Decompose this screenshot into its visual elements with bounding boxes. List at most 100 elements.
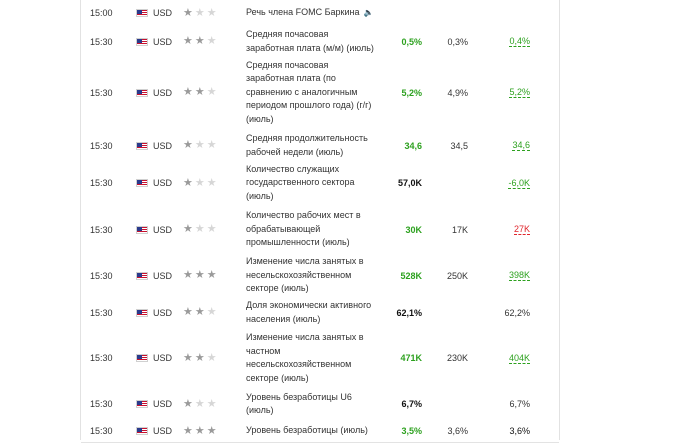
event-name[interactable]: Уровень безработицы (июль) (246, 420, 378, 442)
actual-value: 34,6 (386, 130, 422, 161)
previous-value: 27K (486, 205, 530, 254)
event-name[interactable]: Количество рабочих мест в обрабатывающей… (246, 205, 378, 254)
event-name-text[interactable]: Количество служащих государственного сек… (246, 163, 355, 201)
event-name[interactable]: Средняя почасовая заработная плата (м/м)… (246, 28, 378, 55)
event-name-text[interactable]: Изменение числа занятых в частном несель… (246, 332, 364, 383)
event-name[interactable]: Изменение числа занятых в частном несель… (246, 328, 378, 388)
flag-cell (136, 28, 150, 55)
currency: USD (153, 388, 183, 420)
previous-value-text: 3,6% (509, 426, 530, 436)
actual-value-text: 5,2% (401, 87, 422, 98)
event-name-text[interactable]: Средняя почасовая заработная плата (м/м)… (246, 29, 374, 53)
event-name-text[interactable]: Средняя продолжительность рабочей недели… (246, 133, 368, 157)
importance-stars: ★ ★ ★ (183, 28, 239, 55)
actual-value: 471K (386, 328, 422, 388)
event-row[interactable]: 15:30 USD ★ ★ ★ Уровень безработицы U6 (июль)… (81, 388, 559, 421)
event-row[interactable]: 15:30 USD ★ ★ ★ Изменение числа занятых в час… (81, 328, 559, 389)
event-name[interactable]: Средняя продолжительность рабочей недели… (246, 130, 378, 161)
currency-text: USD (153, 399, 173, 409)
event-time-text: 15:30 (90, 307, 113, 318)
us-flag-icon (136, 354, 148, 362)
us-flag-icon (136, 179, 148, 187)
currency: USD (153, 161, 183, 205)
event-row[interactable]: 15:30 USD ★ ★ ★ Количество рабочих мест в обр… (81, 205, 559, 255)
actual-value: 57,0K (386, 161, 422, 205)
star-icon: ★ (206, 6, 217, 19)
event-name-text[interactable]: Доля экономически активного населения (и… (246, 300, 372, 324)
currency-text: USD (153, 270, 173, 281)
event-time: 15:30 (90, 328, 130, 388)
event-time: 15:30 (90, 297, 130, 328)
event-name-text[interactable]: Уровень безработицы U6 (июль) (246, 391, 352, 416)
event-name[interactable]: Доля экономически активного населения (и… (246, 297, 378, 328)
previous-value: 0,4% (486, 28, 530, 55)
star-icon: ★ (183, 424, 193, 437)
event-row[interactable]: 15:30 USD ★ ★ ★ Средняя почасовая заработная … (81, 28, 559, 56)
forecast-value: 34,5 (426, 130, 468, 161)
event-name[interactable]: Количество служащих государственного сек… (246, 161, 378, 205)
us-flag-icon (136, 271, 148, 280)
event-name-text[interactable]: Речь члена FOMC Баркина (246, 7, 360, 18)
currency-text: USD (153, 140, 173, 151)
event-name-text[interactable]: Изменение числа занятых в несельскохозяй… (246, 256, 364, 294)
event-row[interactable]: 15:30 USD ★ ★ ★ Количество служащих государст… (81, 161, 559, 206)
event-name[interactable]: Изменение числа занятых в несельскохозяй… (246, 254, 378, 297)
event-name[interactable]: Уровень безработицы U6 (июль) (246, 388, 378, 420)
event-time-text: 15:30 (90, 426, 113, 436)
forecast-value: 230K (426, 328, 468, 388)
event-time: 15:30 (90, 254, 130, 297)
actual-value (386, 0, 422, 28)
previous-value: 34,6 (486, 130, 530, 161)
previous-value-text: 27K (513, 224, 530, 235)
flag-cell (136, 205, 150, 254)
star-icon: ★ (183, 351, 193, 364)
importance-stars: ★ ★ ★ (183, 328, 239, 388)
forecast-value: 0,3% (426, 28, 468, 55)
event-name-text[interactable]: Средняя почасовая заработная плата (по с… (246, 59, 372, 124)
event-name-text[interactable]: Количество рабочих мест в обрабатывающей… (246, 210, 361, 248)
currency: USD (153, 130, 183, 161)
forecast-value (426, 297, 468, 328)
event-row[interactable]: 15:00 USD ★ ★ ★ Речь члена FOMC Баркина 🔈 (81, 0, 559, 29)
importance-stars: ★ ★ ★ (183, 161, 239, 205)
event-time: 15:30 (90, 420, 130, 442)
event-name[interactable]: Средняя почасовая заработная плата (по с… (246, 55, 378, 130)
previous-value: 62,2% (486, 297, 530, 328)
previous-value-text: 62,2% (504, 307, 530, 318)
currency: USD (153, 55, 183, 130)
flag-cell (136, 254, 150, 297)
actual-value-text: 57,0K (397, 178, 422, 188)
event-time: 15:00 (90, 0, 130, 28)
star-icon: ★ (206, 269, 217, 281)
event-row[interactable]: 15:30 USD ★ ★ ★ Доля экономически активного н… (81, 297, 559, 329)
forecast-value-text: 250K (446, 270, 468, 281)
previous-value: 398K (486, 254, 530, 297)
forecast-value-text: 0,3% (447, 36, 468, 47)
event-time-text: 15:30 (90, 399, 113, 409)
actual-value: 6,7% (386, 388, 422, 420)
event-row[interactable]: 15:30 USD ★ ★ ★ Уровень безработицы (июль) 3,5… (81, 420, 559, 443)
previous-value-text: -6,0K (508, 177, 530, 189)
flag-cell (136, 55, 150, 130)
event-row[interactable]: 15:30 USD ★ ★ ★ Изменение числа занятых в нес… (81, 254, 559, 298)
event-name-text[interactable]: Уровень безработицы (июль) (246, 425, 368, 436)
forecast-value: 3,6% (426, 420, 468, 442)
importance-stars: ★ ★ ★ (183, 388, 239, 420)
star-icon: ★ (206, 397, 217, 410)
event-time: 15:30 (90, 205, 130, 254)
star-icon: ★ (183, 223, 193, 235)
event-row[interactable]: 15:30 USD ★ ★ ★ Средняя почасовая заработная … (81, 55, 559, 131)
star-icon: ★ (194, 139, 205, 151)
actual-value-text: 528K (400, 270, 422, 281)
importance-stars: ★ ★ ★ (183, 205, 239, 254)
flag-cell (136, 328, 150, 388)
us-flag-icon (136, 141, 148, 150)
star-icon: ★ (183, 6, 193, 19)
event-row[interactable]: 15:30 USD ★ ★ ★ Средняя продолжительность раб… (81, 130, 559, 162)
star-icon: ★ (183, 269, 193, 281)
currency: USD (153, 0, 183, 28)
previous-value-text: 0,4% (509, 36, 530, 47)
event-name[interactable]: Речь члена FOMC Баркина 🔈 (246, 0, 378, 28)
importance-stars: ★ ★ ★ (183, 297, 239, 328)
star-icon: ★ (206, 86, 217, 98)
